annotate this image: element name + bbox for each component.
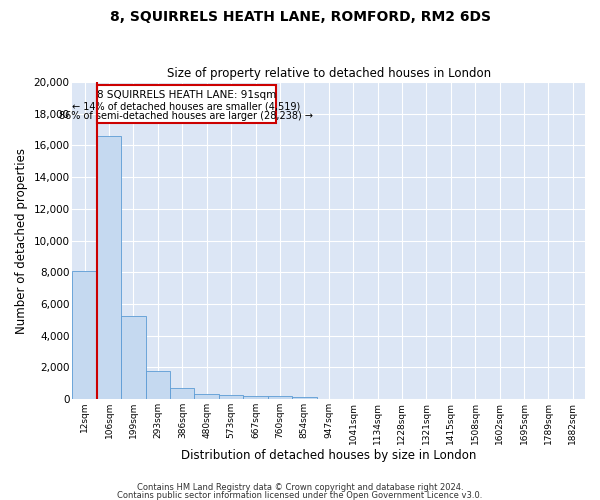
Bar <box>121 316 146 399</box>
Bar <box>73 270 97 399</box>
Bar <box>97 136 121 399</box>
Y-axis label: Number of detached properties: Number of detached properties <box>15 148 28 334</box>
Text: 8, SQUIRRELS HEATH LANE, ROMFORD, RM2 6DS: 8, SQUIRRELS HEATH LANE, ROMFORD, RM2 6D… <box>110 10 491 24</box>
Text: 86% of semi-detached houses are larger (28,238) →: 86% of semi-detached houses are larger (… <box>59 112 313 122</box>
Title: Size of property relative to detached houses in London: Size of property relative to detached ho… <box>167 66 491 80</box>
Bar <box>97 85 275 124</box>
X-axis label: Distribution of detached houses by size in London: Distribution of detached houses by size … <box>181 450 476 462</box>
Bar <box>194 394 219 399</box>
Bar <box>170 388 194 399</box>
Bar <box>268 396 292 399</box>
Bar <box>146 372 170 399</box>
Bar <box>292 396 317 399</box>
Bar <box>244 396 268 399</box>
Text: Contains HM Land Registry data © Crown copyright and database right 2024.: Contains HM Land Registry data © Crown c… <box>137 483 463 492</box>
Text: ← 14% of detached houses are smaller (4,519): ← 14% of detached houses are smaller (4,… <box>73 101 301 111</box>
Text: Contains public sector information licensed under the Open Government Licence v3: Contains public sector information licen… <box>118 490 482 500</box>
Text: 8 SQUIRRELS HEATH LANE: 91sqm: 8 SQUIRRELS HEATH LANE: 91sqm <box>97 90 276 100</box>
Bar <box>219 396 244 399</box>
